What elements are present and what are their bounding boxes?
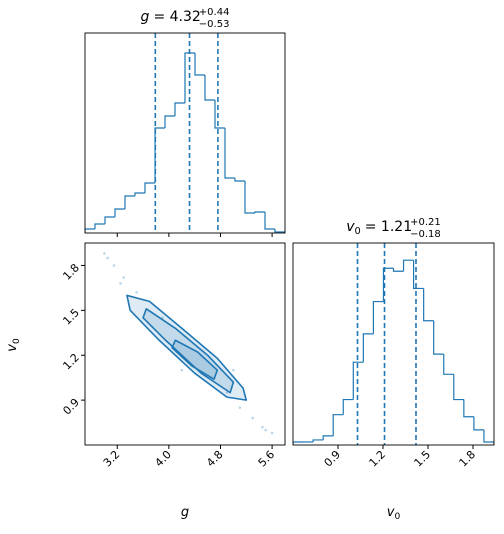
x-tick-label: 1.2	[367, 448, 389, 470]
hist-step	[144, 182, 155, 193]
hist-step	[392, 268, 404, 272]
subscript: 0	[355, 226, 361, 237]
sample-point	[112, 264, 116, 267]
title-plus: +0.21	[410, 217, 441, 228]
y-tick-label: 1.5	[60, 306, 82, 328]
hist-step	[342, 398, 354, 415]
x-tick-label: 3.2	[101, 448, 123, 470]
x-tick-label: 1.5	[412, 448, 434, 470]
hist-step	[332, 414, 344, 436]
hist-step	[453, 374, 464, 401]
sample-point	[180, 368, 184, 372]
hist-step	[483, 429, 494, 445]
x-tick-label: 5.6	[256, 448, 278, 470]
hist-step	[174, 102, 185, 116]
axes-frame	[292, 242, 495, 446]
panel: 0.9 1.2 1.5 1.8 3.2 4.0 4.8 5.6	[60, 242, 286, 470]
math-label: g	[181, 505, 189, 520]
hist-step	[254, 211, 265, 213]
hist-step	[463, 399, 474, 418]
plot-area	[103, 252, 274, 435]
symbol: v	[5, 344, 20, 352]
symbol: v	[387, 505, 395, 520]
plot-area	[85, 33, 285, 233]
hist-step	[473, 416, 484, 431]
hist-step	[423, 288, 434, 322]
symbol: v	[346, 219, 355, 235]
hist-step	[372, 300, 384, 334]
sample-point	[119, 282, 122, 285]
panel	[84, 32, 286, 237]
hist-step	[204, 75, 215, 101]
hist-step	[443, 354, 454, 375]
y-tick-label: 1.8	[60, 261, 82, 283]
axes-frame	[84, 32, 286, 234]
hist-step	[194, 53, 205, 76]
panel: 0.9 1.2 1.5 1.8	[292, 242, 495, 470]
hist-step	[134, 192, 145, 196]
hist-step	[164, 115, 175, 128]
hist-step	[94, 223, 105, 229]
math-label: v0	[5, 338, 22, 352]
hist-step	[114, 208, 125, 217]
symbol: g	[141, 9, 150, 25]
hist-step	[244, 181, 255, 214]
y-tick-label: 1.2	[60, 351, 82, 373]
hist-step	[433, 320, 444, 355]
hist-step	[104, 216, 115, 224]
hist-step	[312, 439, 324, 442]
y-tick-label: 0.9	[60, 396, 82, 418]
hist-step	[264, 212, 275, 230]
sample-point	[103, 252, 106, 255]
hist-step	[322, 435, 334, 440]
title-plus: +0.44	[199, 7, 230, 18]
math-label: v0 = 1.21	[346, 219, 412, 237]
sample-point	[251, 416, 255, 420]
hist-step	[362, 333, 374, 363]
hist-step	[154, 127, 165, 183]
sample-point	[232, 368, 235, 372]
sample-point	[135, 291, 138, 294]
sample-point	[238, 406, 242, 409]
hist-step	[85, 228, 95, 233]
plot-area	[293, 243, 494, 445]
contour	[142, 308, 235, 394]
hist-step	[352, 361, 364, 400]
symbol: g	[181, 505, 189, 520]
contour	[171, 339, 219, 380]
sample-point	[270, 431, 274, 435]
hist-step	[402, 259, 414, 272]
sample-point	[264, 428, 267, 432]
hist-step	[382, 267, 394, 302]
hist-step	[413, 260, 424, 290]
x-tick-label: 4.8	[204, 448, 226, 470]
hist-step	[234, 178, 245, 182]
hist-step	[293, 441, 304, 445]
math-label: g = 4.32	[141, 9, 201, 25]
sample-point	[261, 425, 264, 429]
title-minus: −0.18	[410, 229, 441, 240]
title-minus: −0.53	[199, 19, 230, 30]
sample-point	[122, 276, 126, 279]
sample-point	[106, 256, 109, 260]
title-value: = 4.32	[153, 9, 200, 25]
hist-step	[224, 128, 235, 179]
subscript: 0	[12, 338, 22, 344]
x-tick-label: 0.9	[322, 448, 344, 470]
x-tick-label: 4.0	[152, 448, 174, 470]
math-label: v0	[387, 505, 401, 522]
hist-step	[274, 229, 285, 233]
axes-frame	[84, 242, 286, 446]
x-tick-label: 1.8	[457, 448, 479, 470]
hist-step	[214, 100, 225, 129]
title-value: = 1.21	[365, 219, 412, 235]
hist-step	[184, 52, 195, 103]
hist-step	[124, 195, 135, 209]
sample-point	[225, 391, 229, 394]
subscript: 0	[394, 512, 400, 522]
